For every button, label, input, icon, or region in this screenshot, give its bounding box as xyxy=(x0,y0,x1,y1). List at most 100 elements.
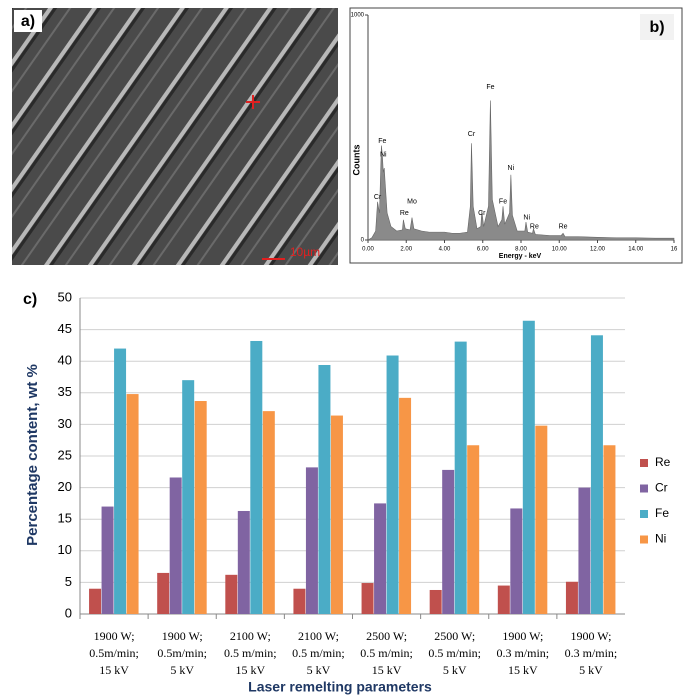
x-tick-label: 4.00 xyxy=(439,247,451,253)
x-tick-line: 1900 W; xyxy=(162,629,203,643)
peak-label: Fe xyxy=(378,138,386,145)
scale-label: 10µm xyxy=(290,245,320,259)
peak-label: Fe xyxy=(486,84,494,91)
y-tick-label: 5 xyxy=(65,574,72,589)
x-tick-label: 10.00 xyxy=(552,247,568,253)
bar xyxy=(565,581,578,614)
peak-label: Re xyxy=(530,223,539,230)
spectrum xyxy=(366,100,675,241)
x-axis-label: Energy - keV xyxy=(499,253,542,260)
x-tick-line: 0.5 m/min; xyxy=(224,646,277,660)
legend-swatch xyxy=(640,459,648,467)
x-tick-label: 1900 W; 0.5m/min; 5 kV xyxy=(157,629,207,677)
y-axis-label: Percentage content, wt % xyxy=(24,364,41,546)
sem-image xyxy=(12,8,338,265)
bar xyxy=(250,340,263,614)
x-tick-line: 2100 W; xyxy=(230,629,271,643)
panel-label: a) xyxy=(21,13,35,30)
x-tick-label: 2100 W; 0.5 m/min; 5 kV xyxy=(292,629,345,677)
bar xyxy=(305,467,318,614)
bar xyxy=(330,415,343,614)
x-tick-line: 0.5 m/min; xyxy=(360,646,413,660)
legend-label: Re xyxy=(655,455,671,469)
peak-label: Mo xyxy=(407,199,417,206)
x-tick-line: 5 kV xyxy=(443,663,467,677)
x-tick-line: 0.3 m/min; xyxy=(565,646,618,660)
x-tick-line: 0.5m/min; xyxy=(89,646,139,660)
legend-label: Fe xyxy=(655,506,669,520)
bar xyxy=(374,503,387,614)
legend-swatch xyxy=(640,484,648,493)
y-tick-label: 35 xyxy=(58,384,72,399)
peak-label: Cr xyxy=(478,210,486,217)
x-tick-label: 2.00 xyxy=(400,247,412,253)
y-tick-label: 50 xyxy=(58,289,72,304)
bar xyxy=(535,425,548,614)
label-box xyxy=(640,14,674,40)
bar xyxy=(467,445,480,614)
bar xyxy=(442,469,455,614)
x-tick-line: 0.3 m/min; xyxy=(496,646,549,660)
bar xyxy=(454,341,467,614)
x-tick-line: 1900 W; xyxy=(502,629,543,643)
x-tick-label: 2500 W; 0.5 m/min; 15 kV xyxy=(360,629,413,677)
bar xyxy=(590,335,603,614)
panel-b: 0.00 2.00 4.00 6.00 8.00 10.00 12.00 14.00 16 0 10… xyxy=(349,7,683,264)
bar xyxy=(318,364,331,614)
x-tick-label: 1900 W; 0.5m/min; 15 kV xyxy=(89,629,139,677)
y-tick-label: 30 xyxy=(58,416,72,431)
panel-c: 0 5 10 15 20 25 30 35 40 45 50 1900 W; 0.5m/min; 15 k… xyxy=(23,289,671,694)
peak-label: Cr xyxy=(374,194,382,201)
x-tick-line: 5 kV xyxy=(170,663,194,677)
bar xyxy=(603,445,616,614)
peak-label: Fe xyxy=(499,199,507,206)
bar xyxy=(89,588,102,614)
legend-label: Ni xyxy=(655,532,666,546)
label-box xyxy=(14,10,42,32)
bar xyxy=(522,320,535,614)
y-tick-label: 0 xyxy=(65,605,72,620)
panel-label: b) xyxy=(649,19,664,36)
peak-label: Ni xyxy=(380,151,387,158)
x-tick-label: 2100 W; 0.5 m/min; 15 kV xyxy=(224,629,277,677)
x-tick-label: 0.00 xyxy=(362,247,374,253)
x-tick-label: 14.00 xyxy=(628,247,644,253)
bar xyxy=(262,411,275,614)
x-tick-line: 15 kV xyxy=(508,663,538,677)
x-tick-label: 16 xyxy=(671,247,678,253)
x-tick-line: 0.5m/min; xyxy=(157,646,207,660)
x-tick-label: 2500 W; 0.5 m/min; 5 kV xyxy=(428,629,481,677)
x-tick-line: 15 kV xyxy=(99,663,129,677)
x-tick-label: 1900 W; 0.3 m/min; 5 kV xyxy=(565,629,618,677)
panel-a: a) 10µm xyxy=(12,8,338,265)
bar xyxy=(578,487,591,614)
bar xyxy=(169,477,182,614)
y-axis-label: Counts xyxy=(351,145,361,176)
legend-swatch xyxy=(640,535,648,544)
x-tick-line: 2100 W; xyxy=(298,629,339,643)
panel-frame xyxy=(349,7,683,264)
bar xyxy=(361,583,374,614)
x-tick-line: 15 kV xyxy=(235,663,265,677)
bar xyxy=(194,401,207,614)
bar xyxy=(497,585,510,614)
bar xyxy=(126,394,139,614)
bar xyxy=(101,506,114,614)
bar xyxy=(237,510,250,614)
x-tick-line: 15 kV xyxy=(372,663,402,677)
x-tick-label: 12.00 xyxy=(590,247,606,253)
x-tick-line: 0.5 m/min; xyxy=(292,646,345,660)
legend-label: Cr xyxy=(655,481,668,495)
legend-swatch xyxy=(640,510,648,518)
x-tick-label: 1900 W; 0.3 m/min; 15 kV xyxy=(496,629,549,677)
bar xyxy=(225,574,238,614)
y-tick-label: 40 xyxy=(58,353,72,368)
bar xyxy=(114,348,127,614)
x-tick-label: 6.00 xyxy=(477,247,489,253)
y-tick-label: 1000 xyxy=(351,13,365,19)
bar xyxy=(386,355,399,614)
bar xyxy=(399,397,412,614)
peak-label: Re xyxy=(559,223,568,230)
